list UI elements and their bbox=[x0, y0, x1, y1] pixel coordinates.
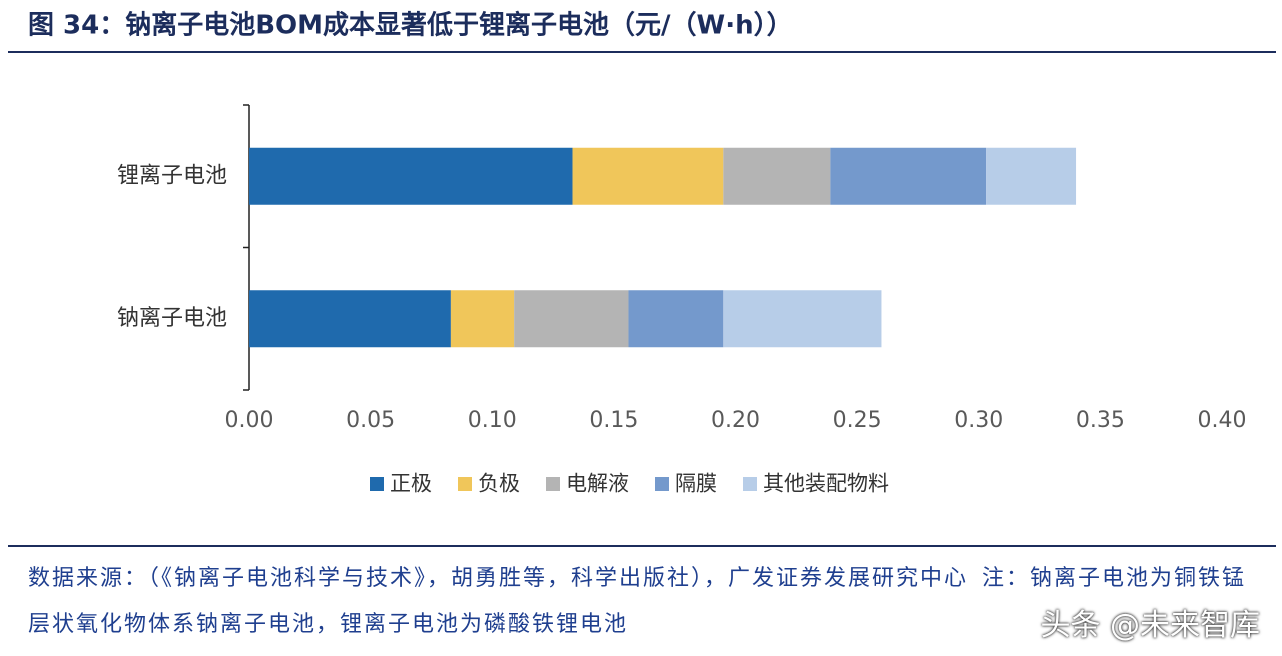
legend-label: 正极 bbox=[390, 472, 432, 496]
legend-label: 电解液 bbox=[566, 472, 629, 496]
legend-label: 负极 bbox=[478, 472, 520, 496]
chart-title: 图 34：钠离子电池BOM成本显著低于锂离子电池（元/（W·h）） bbox=[28, 10, 793, 41]
legend-swatch bbox=[546, 477, 560, 491]
bar-segment bbox=[249, 290, 451, 348]
legend-swatch bbox=[370, 477, 384, 491]
x-tick-label: 0.05 bbox=[346, 408, 395, 433]
y-tick-label: 锂离子电池 bbox=[117, 163, 227, 188]
legend-swatch bbox=[743, 477, 757, 491]
note: 注：钠离子电池为铜铁锰层状氧化物体系钠离子电池，锂离子电池为磷酸铁锂电池 bbox=[28, 566, 1247, 637]
footer: 数据来源：（《钠离子电池科学与技术》，胡勇胜等，科学出版社），广发证券发展研究中… bbox=[28, 556, 1248, 648]
x-tick-label: 0.40 bbox=[1198, 408, 1247, 433]
chart: 图 34：钠离子电池BOM成本显著低于锂离子电池（元/（W·h）） 0.00 0.… bbox=[8, 10, 1276, 547]
bar-segment bbox=[514, 290, 629, 348]
legend-swatch bbox=[655, 477, 669, 491]
x-tick-label: 0.35 bbox=[1076, 408, 1125, 433]
x-tick-label: 0.15 bbox=[589, 408, 638, 433]
legend-label: 隔膜 bbox=[675, 472, 717, 496]
bar-segment bbox=[249, 147, 573, 205]
source: 数据来源：（《钠离子电池科学与技术》，胡勇胜等，科学出版社），广发证券发展研究中… bbox=[28, 566, 969, 591]
bar-segment bbox=[723, 147, 831, 205]
x-tick-label: 0.20 bbox=[711, 408, 760, 433]
x-tick-label: 0.25 bbox=[833, 408, 882, 433]
bar-segment bbox=[830, 147, 987, 205]
y-tick-label: 钠离子电池 bbox=[117, 306, 227, 331]
legend-label: 其他装配物料 bbox=[763, 472, 889, 496]
bar-segment bbox=[986, 147, 1077, 205]
bar-segment bbox=[572, 147, 724, 205]
bar-segment bbox=[628, 290, 724, 348]
x-tick-label: 0.30 bbox=[954, 408, 1003, 433]
x-tick-label: 0.10 bbox=[468, 408, 517, 433]
bar-segment bbox=[450, 290, 515, 348]
watermark: 头条 @未来智库 bbox=[1040, 608, 1260, 643]
bar-segment bbox=[723, 290, 882, 348]
x-tick-label: 0.00 bbox=[225, 408, 274, 433]
legend-swatch bbox=[458, 477, 472, 491]
